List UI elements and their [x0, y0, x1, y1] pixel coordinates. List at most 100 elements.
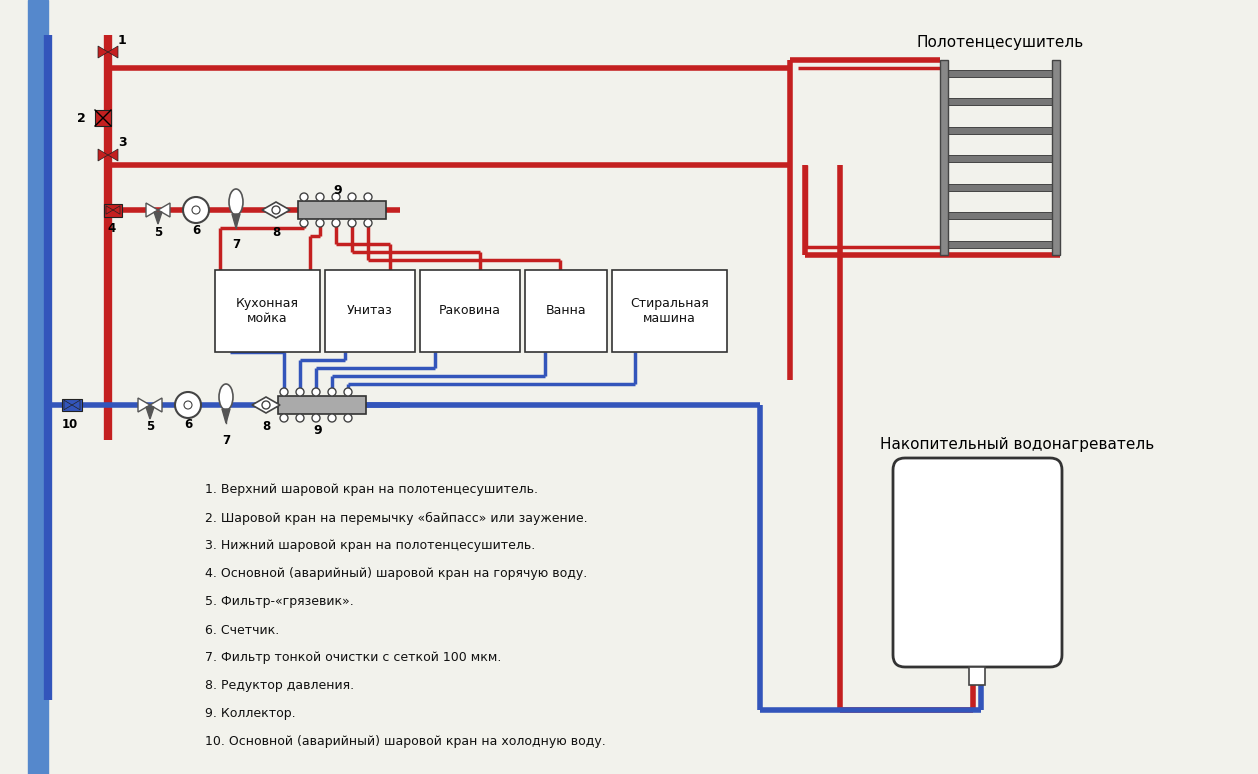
Polygon shape	[150, 398, 162, 412]
Circle shape	[348, 219, 356, 227]
Text: 9. Коллектор.: 9. Коллектор.	[205, 707, 296, 721]
Bar	[525, 270, 608, 352]
Polygon shape	[262, 202, 291, 218]
Text: Унитаз: Унитаз	[347, 304, 392, 317]
FancyBboxPatch shape	[893, 458, 1062, 667]
Polygon shape	[146, 203, 159, 217]
Text: 5. Фильтр-«грязевик».: 5. Фильтр-«грязевик».	[205, 595, 353, 608]
Polygon shape	[146, 407, 153, 419]
Bar	[940, 212, 1060, 219]
Text: 4: 4	[108, 221, 116, 235]
Circle shape	[312, 388, 320, 396]
Polygon shape	[64, 400, 72, 409]
Text: 3. Нижний шаровой кран на полотенцесушитель.: 3. Нижний шаровой кран на полотенцесушит…	[205, 539, 535, 553]
Text: 6: 6	[192, 224, 200, 237]
Text: 9: 9	[313, 423, 322, 437]
Circle shape	[328, 388, 336, 396]
Polygon shape	[108, 149, 118, 161]
Bar	[940, 127, 1060, 134]
Circle shape	[316, 219, 325, 227]
Bar	[278, 396, 366, 414]
Bar	[104, 204, 122, 217]
Circle shape	[296, 388, 304, 396]
Polygon shape	[108, 46, 118, 58]
Text: Раковина: Раковина	[439, 304, 501, 317]
Circle shape	[316, 193, 325, 201]
Text: 5: 5	[153, 225, 162, 238]
Polygon shape	[98, 149, 108, 161]
Ellipse shape	[219, 384, 233, 410]
Polygon shape	[221, 409, 230, 423]
Bar	[215, 270, 320, 352]
Text: 4. Основной (аварийный) шаровой кран на горячую воду.: 4. Основной (аварийный) шаровой кран на …	[205, 567, 587, 580]
Text: 2. Шаровой кран на перемычку «байпасс» или заужение.: 2. Шаровой кран на перемычку «байпасс» и…	[205, 512, 587, 525]
Text: 8: 8	[262, 420, 270, 433]
Circle shape	[192, 206, 200, 214]
Text: 7: 7	[221, 433, 230, 447]
Text: Полотенцесушитель: Полотенцесушитель	[916, 35, 1083, 50]
Polygon shape	[138, 398, 150, 412]
Polygon shape	[153, 212, 162, 224]
Bar	[96, 110, 111, 126]
Text: 1: 1	[118, 33, 127, 46]
Text: 10: 10	[62, 419, 78, 431]
Circle shape	[182, 197, 209, 223]
Text: 6. Счетчик.: 6. Счетчик.	[205, 624, 279, 636]
Circle shape	[296, 414, 304, 422]
Text: Стиральная
машина: Стиральная машина	[630, 297, 708, 325]
Circle shape	[348, 193, 356, 201]
Text: 1. Верхний шаровой кран на полотенцесушитель.: 1. Верхний шаровой кран на полотенцесуши…	[205, 484, 538, 496]
Bar	[940, 184, 1060, 191]
Text: 5: 5	[146, 420, 155, 433]
Text: 9: 9	[333, 183, 342, 197]
Bar	[62, 399, 82, 411]
Text: 7. Фильтр тонкой очистки с сеткой 100 мкм.: 7. Фильтр тонкой очистки с сеткой 100 мк…	[205, 652, 502, 665]
Text: 10. Основной (аварийный) шаровой кран на холодную воду.: 10. Основной (аварийный) шаровой кран на…	[205, 735, 606, 748]
Text: 6: 6	[184, 419, 192, 431]
Circle shape	[299, 219, 308, 227]
Circle shape	[281, 388, 288, 396]
Bar	[940, 98, 1060, 105]
Polygon shape	[231, 214, 240, 228]
Text: 7: 7	[231, 238, 240, 252]
Circle shape	[332, 219, 340, 227]
Bar	[940, 60, 949, 255]
Bar	[420, 270, 520, 352]
Circle shape	[262, 401, 270, 409]
Circle shape	[343, 388, 352, 396]
Text: 3: 3	[118, 136, 127, 149]
Bar	[298, 201, 386, 219]
Polygon shape	[72, 400, 81, 409]
Circle shape	[272, 206, 281, 214]
Bar	[940, 70, 1060, 77]
Circle shape	[364, 193, 372, 201]
Text: Накопительный водонагреватель: Накопительный водонагреватель	[881, 437, 1155, 453]
Circle shape	[184, 401, 192, 409]
Circle shape	[328, 414, 336, 422]
Text: 2: 2	[77, 111, 86, 125]
Circle shape	[175, 392, 201, 418]
Bar	[969, 667, 985, 685]
Bar	[325, 270, 415, 352]
Circle shape	[281, 414, 288, 422]
Bar	[940, 155, 1060, 162]
Polygon shape	[98, 46, 108, 58]
Bar	[940, 241, 1060, 248]
Polygon shape	[113, 206, 120, 214]
Circle shape	[364, 219, 372, 227]
Circle shape	[343, 414, 352, 422]
Circle shape	[332, 193, 340, 201]
Polygon shape	[159, 203, 170, 217]
Text: 8. Редуктор давления.: 8. Редуктор давления.	[205, 680, 353, 693]
Text: Ванна: Ванна	[546, 304, 586, 317]
Circle shape	[312, 414, 320, 422]
Bar	[1052, 60, 1060, 255]
Polygon shape	[252, 397, 281, 413]
Polygon shape	[106, 206, 113, 214]
Bar	[611, 270, 727, 352]
Text: Кухонная
мойка: Кухонная мойка	[237, 297, 299, 325]
Ellipse shape	[229, 189, 243, 215]
Bar	[28, 0, 48, 774]
Circle shape	[299, 193, 308, 201]
Text: 8: 8	[272, 225, 281, 238]
